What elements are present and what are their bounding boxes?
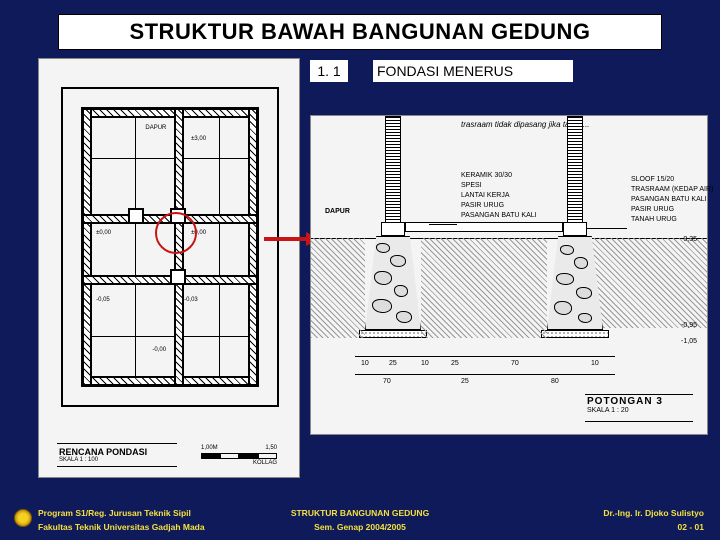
wall-left — [385, 116, 401, 224]
footer-faculty: Fakultas Teknik Universitas Gadjah Mada — [38, 522, 205, 532]
sand-bed-right — [541, 330, 609, 338]
plan-title: RENCANA PONDASI — [59, 447, 175, 457]
section-title: POTONGAN 3 — [587, 396, 691, 407]
plan-scalebar: 1,00M 1,50 KOLLAG — [201, 445, 277, 465]
rubble-foundation-left — [365, 236, 421, 330]
section-title-box: POTONGAN 3 SKALA 1 : 20 — [585, 394, 693, 422]
sand-bed-left — [359, 330, 427, 338]
footer-page-number: 02 - 01 — [678, 522, 704, 532]
section-name: FONDASI MENERUS — [373, 60, 573, 82]
plan-title-box: RENCANA PONDASI SKALA 1 : 100 — [57, 443, 177, 467]
section-scale: SKALA 1 : 20 — [587, 407, 691, 414]
plan-room-label: DAPUR — [145, 125, 166, 131]
section-drawing-panel: trasraam tidak dipasang jika tanah... DA… — [310, 115, 708, 435]
sloof-left — [381, 222, 405, 236]
section-room-label: DAPUR — [325, 208, 350, 215]
footer-program: Program S1/Reg. Jurusan Teknik Sipil — [38, 508, 191, 518]
footer-semester: Sem. Genap 2004/2005 — [314, 522, 406, 532]
highlight-circle — [155, 212, 197, 254]
slide-title: STRUKTUR BAWAH BANGUNAN GEDUNG — [129, 19, 590, 45]
plan-drawing-panel: DAPUR ±0,00 ±0,00 -0,05 -0,03 -0,00 ±3,0… — [38, 58, 300, 478]
footer-course: STRUKTUR BANGUNAN GEDUNG — [291, 508, 429, 518]
slide-title-box: STRUKTUR BAWAH BANGUNAN GEDUNG — [58, 14, 662, 50]
sloof-right — [563, 222, 587, 236]
section-number: 1. 1 — [310, 60, 348, 82]
soil-fill — [587, 238, 707, 328]
wall-right — [567, 116, 583, 224]
university-logo-icon — [14, 509, 32, 527]
plan-scale: SKALA 1 : 100 — [59, 457, 175, 463]
slide-footer: Program S1/Reg. Jurusan Teknik Sipil Fak… — [0, 500, 720, 540]
footer-lecturer: Dr.-Ing. Ir. Djoko Sulistyo — [603, 508, 704, 518]
